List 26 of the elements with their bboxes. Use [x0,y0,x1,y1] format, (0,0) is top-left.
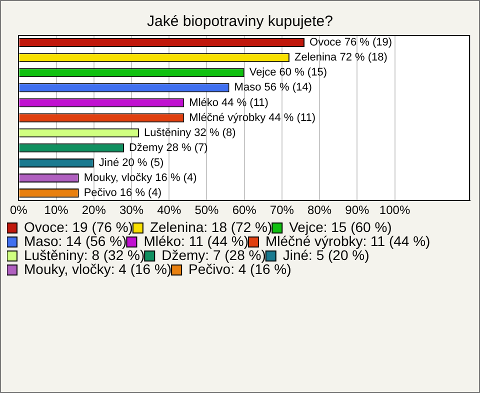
x-tick-label: 20% [82,203,106,218]
legend-label: Ovoce: 19 (76 %) [24,218,133,235]
data-label: Džemy 28 % (7) [128,142,208,154]
x-tick-label: 90% [345,203,370,218]
data-label: Mléko 44 % (11) [189,96,268,109]
data-label: Mléčné výrobky 44 % (11) [189,112,316,124]
x-tick-label: 60% [232,203,257,218]
legend-label: Zelenina: 18 (72 %) [150,218,272,235]
x-tick-label: 40% [157,203,182,218]
x-tick-label: 50% [194,203,220,218]
x-tick-label: 100% [379,203,410,218]
data-label: Pečivo 16 % (4) [84,187,162,200]
data-label: Maso 56 % (14) [234,82,312,94]
chart-title: Jaké biopotraviny kupujete? [146,12,334,32]
data-label: Vejce 60 % (15) [249,66,327,79]
data-label: Jiné 20 % (5) [98,156,164,169]
data-label: Luštěniny 32 % (8) [144,126,236,139]
data-label: Ovoce 76 % (19) [310,36,392,49]
x-tick-label: 0% [10,203,28,218]
x-tick-label: 30% [119,203,144,218]
data-label: Mouky, vločky 16 % (4) [84,172,197,184]
x-tick-label: 80% [308,203,332,218]
x-tick-label: 70% [270,203,294,218]
data-label: Zelenina 72 % (18) [294,52,388,64]
x-tick-label: 10% [44,203,69,218]
legend-label: Vejce: 15 (60 %) [289,218,392,235]
